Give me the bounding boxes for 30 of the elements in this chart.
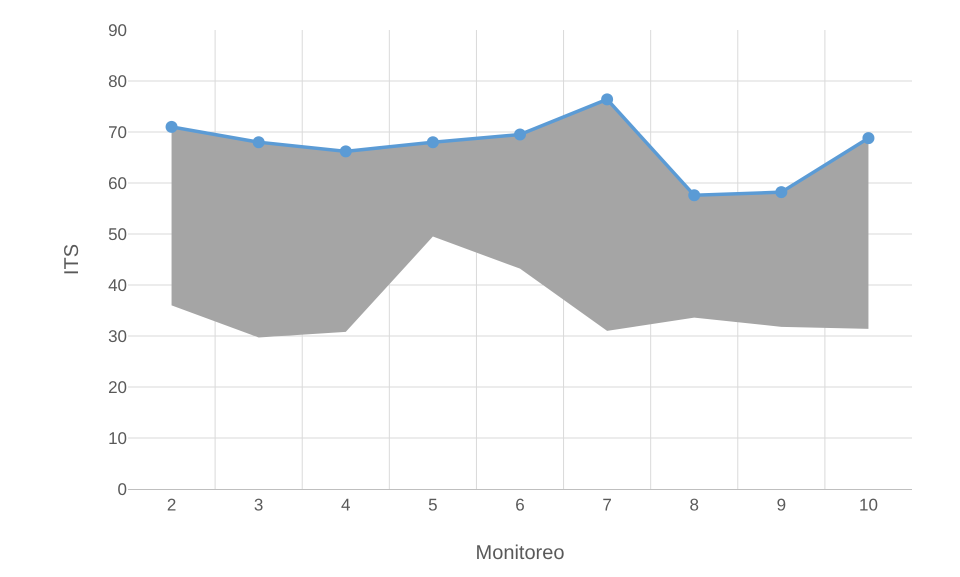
y-tick-label: 30 xyxy=(108,326,127,346)
y-tick-label: 60 xyxy=(108,174,127,193)
x-tick-label: 6 xyxy=(515,495,525,514)
x-tick-label: 5 xyxy=(428,495,438,514)
x-tick-label: 4 xyxy=(341,495,351,514)
y-tick-label: 40 xyxy=(108,276,127,295)
x-tick-label: 9 xyxy=(776,495,786,514)
y-tick-label: 10 xyxy=(108,428,127,448)
x-tick-label: 3 xyxy=(254,495,264,514)
point xyxy=(601,93,614,106)
y-tick-label: 0 xyxy=(118,480,127,499)
point xyxy=(862,132,874,144)
x-tick-label: 7 xyxy=(602,495,612,514)
point xyxy=(514,128,526,141)
x-axis-title: Monitoreo xyxy=(476,542,564,564)
point xyxy=(340,145,352,158)
y-tick-label: 50 xyxy=(108,224,127,244)
point xyxy=(426,136,439,148)
y-tick-label: 80 xyxy=(108,72,127,91)
y-tick-label: 90 xyxy=(108,20,127,40)
point xyxy=(688,189,700,202)
x-tick-label: 2 xyxy=(166,495,176,514)
x-tick-label: 8 xyxy=(689,495,699,514)
y-tick-label: 20 xyxy=(108,378,127,397)
point xyxy=(166,120,178,133)
y-axis-title: ITS xyxy=(61,244,83,276)
point xyxy=(252,136,265,148)
point xyxy=(775,186,788,198)
x-tick-label: 10 xyxy=(858,495,878,514)
y-tick-label: 70 xyxy=(108,122,127,142)
